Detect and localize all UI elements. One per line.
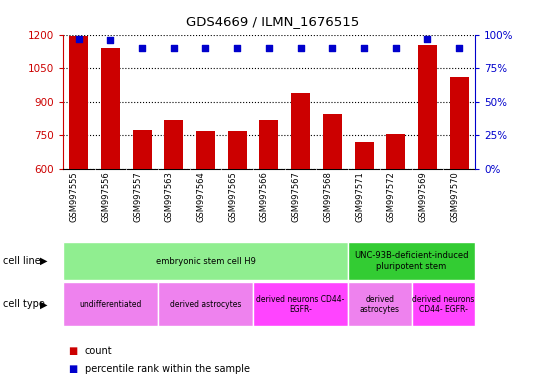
Text: GSM997568: GSM997568 [323,171,333,222]
Bar [196,131,215,169]
Bar [412,282,475,326]
Bar [228,131,247,169]
Text: GSM997570: GSM997570 [450,171,459,222]
Bar [101,48,120,169]
Text: ■: ■ [68,364,78,374]
Point [169,45,178,51]
Point [74,36,83,42]
Text: GSM997564: GSM997564 [197,171,205,222]
Bar [348,242,475,280]
Text: embryonic stem cell H9: embryonic stem cell H9 [156,257,256,266]
Text: percentile rank within the sample: percentile rank within the sample [85,364,250,374]
Bar [291,93,310,169]
Bar [253,282,348,326]
Bar [386,134,405,169]
Point [423,36,432,42]
Text: cell line: cell line [3,256,40,266]
Bar [164,120,183,169]
Text: ■: ■ [68,346,78,356]
Text: count: count [85,346,112,356]
Point [106,37,115,43]
Bar [348,282,412,326]
Point [328,45,337,51]
Point [391,45,400,51]
Bar [63,282,158,326]
Point [138,45,146,51]
Bar [418,45,437,169]
Point [455,45,464,51]
Text: derived
astrocytes: derived astrocytes [360,295,400,314]
Bar [323,114,342,169]
Bar [158,282,253,326]
Point [360,45,369,51]
Text: GSM997557: GSM997557 [133,171,142,222]
Text: GSM997565: GSM997565 [228,171,237,222]
Text: ▶: ▶ [40,299,48,310]
Text: UNC-93B-deficient-induced
pluripotent stem: UNC-93B-deficient-induced pluripotent st… [354,252,469,271]
Text: cell type: cell type [3,299,45,310]
Text: derived neurons
CD44- EGFR-: derived neurons CD44- EGFR- [412,295,474,314]
Text: GSM997563: GSM997563 [165,171,174,222]
Text: GDS4669 / ILMN_1676515: GDS4669 / ILMN_1676515 [186,15,360,28]
Text: GSM997566: GSM997566 [260,171,269,222]
Text: GSM997572: GSM997572 [387,171,396,222]
Bar [259,120,278,169]
Bar [133,130,152,169]
Point [201,45,210,51]
Bar [63,242,348,280]
Point [233,45,241,51]
Text: GSM997567: GSM997567 [292,171,301,222]
Text: derived astrocytes: derived astrocytes [170,300,241,309]
Text: GSM997569: GSM997569 [418,171,428,222]
Point [264,45,273,51]
Text: ▶: ▶ [40,256,48,266]
Bar [450,77,468,169]
Point [296,45,305,51]
Text: undifferentiated: undifferentiated [79,300,141,309]
Text: derived neurons CD44-
EGFR-: derived neurons CD44- EGFR- [257,295,345,314]
Bar [69,36,88,169]
Text: GSM997555: GSM997555 [70,171,79,222]
Bar [354,142,373,169]
Text: GSM997556: GSM997556 [102,171,110,222]
Text: GSM997571: GSM997571 [355,171,364,222]
